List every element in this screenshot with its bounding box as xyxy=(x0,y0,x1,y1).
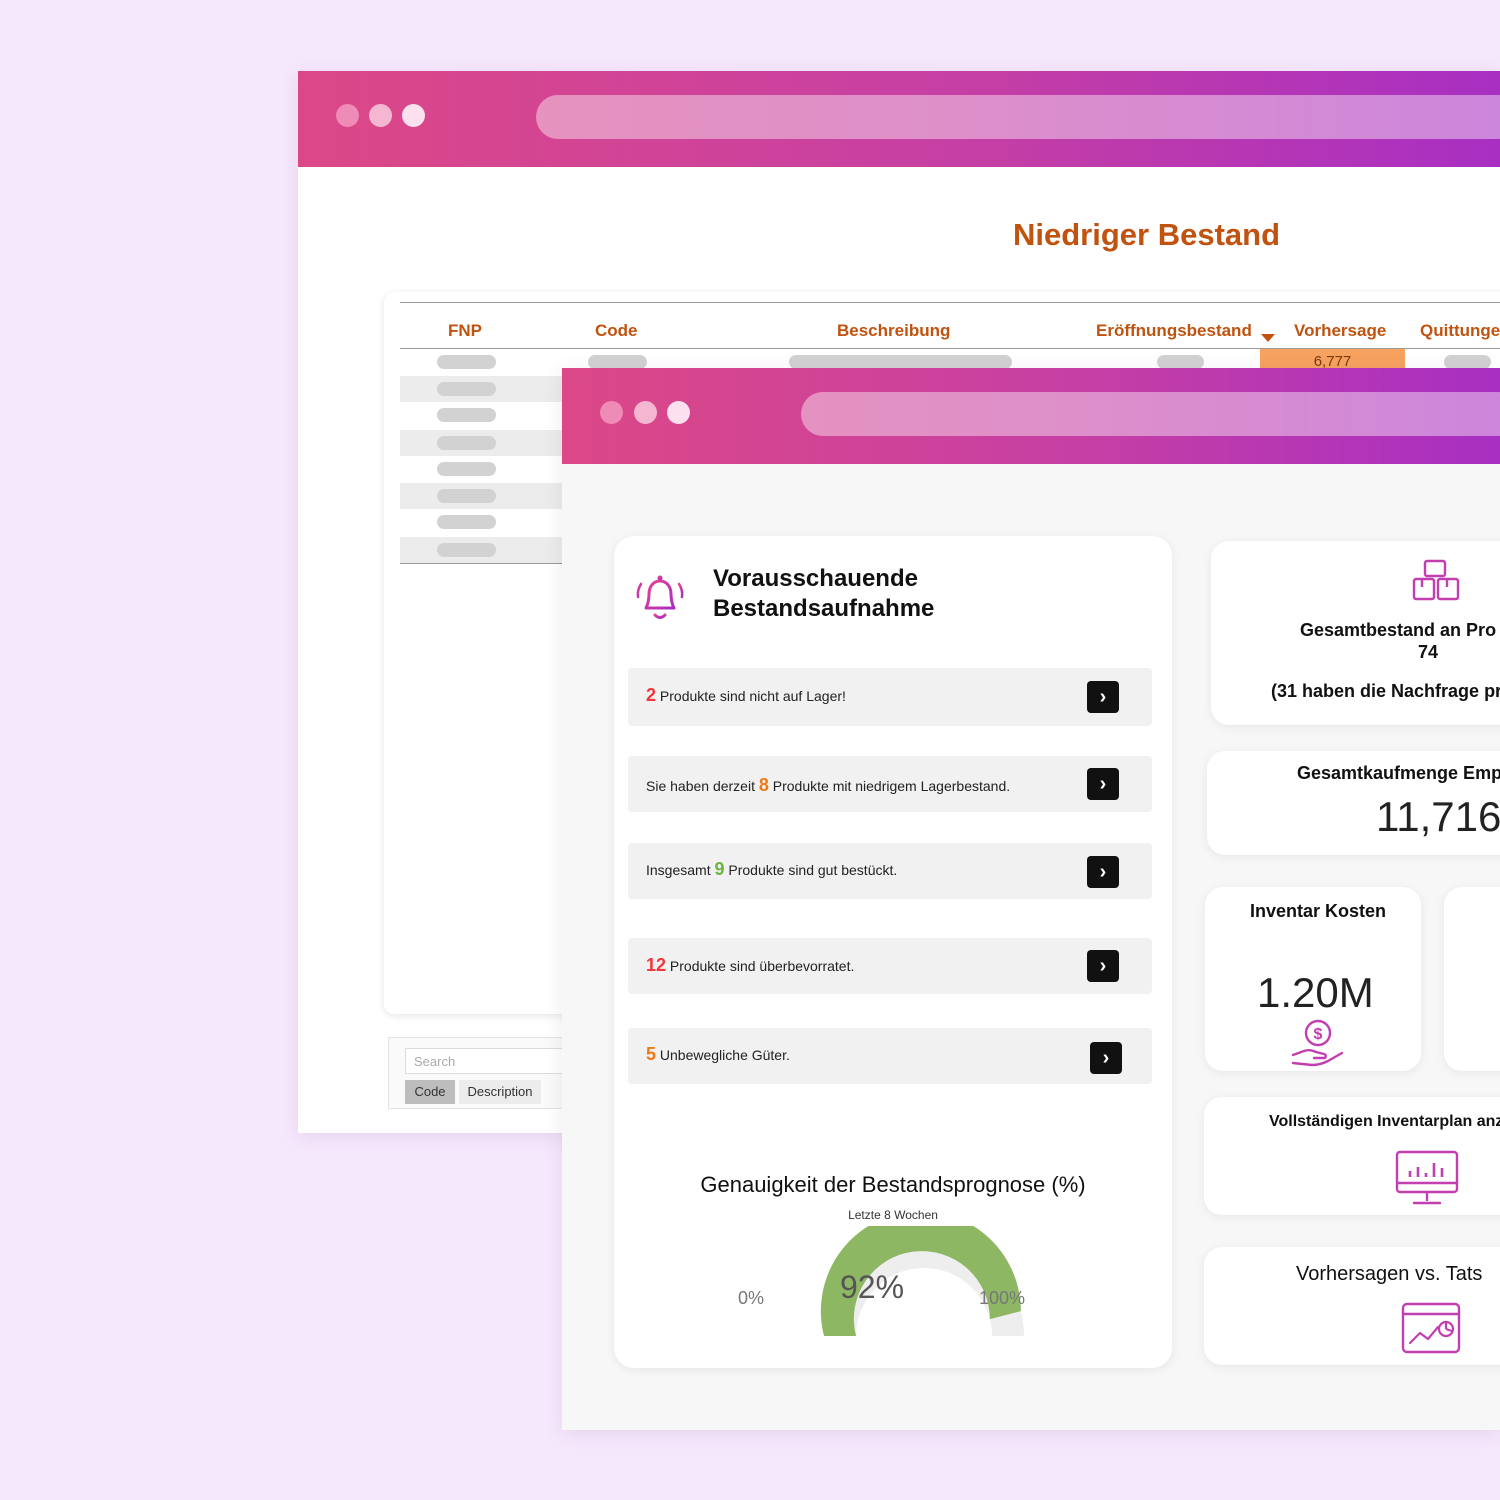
alert-count: 2 xyxy=(646,685,657,705)
alert-suffix: Produkte sind nicht auf Lager! xyxy=(656,688,846,704)
alert-count: 5 xyxy=(646,1044,657,1064)
table-top-border xyxy=(400,302,1500,303)
alert-prefix: Insgesamt xyxy=(646,862,715,878)
placeholder-cell xyxy=(437,408,496,422)
alert-count: 8 xyxy=(758,775,769,795)
alert-suffix: Unbewegliche Güter. xyxy=(656,1047,790,1063)
column-header-fnp[interactable]: FNP xyxy=(448,321,482,340)
total-stock-value: 74 xyxy=(1418,642,1439,662)
column-header-receipts[interactable]: Quittungen xyxy=(1420,321,1500,340)
title-line-2: Bestandsaufnahme xyxy=(713,595,935,622)
placeholder-cell xyxy=(437,543,496,557)
go-arrow-button[interactable]: › xyxy=(1087,856,1119,888)
forecast-vs-actual-card[interactable]: Vorhersagen vs. Tats xyxy=(1204,1247,1500,1365)
purchase-quantity-label: Gesamtkaufmenge Emp xyxy=(1297,763,1500,783)
placeholder-cell xyxy=(1157,355,1204,369)
alert-out-of-stock[interactable]: 2 Produkte sind nicht auf Lager! › xyxy=(628,668,1152,726)
placeholder-cell xyxy=(1444,355,1491,369)
column-header-description[interactable]: Beschreibung xyxy=(837,321,951,340)
window-dot-close[interactable] xyxy=(336,104,359,127)
bell-icon xyxy=(636,575,684,619)
go-arrow-button[interactable]: › xyxy=(1090,1042,1122,1074)
alert-text: 12 Produkte sind überbevorratet. xyxy=(646,955,854,976)
sort-desc-icon[interactable] xyxy=(1261,334,1275,342)
alert-well-stocked[interactable]: Insgesamt 9 Produkte sind gut bestückt. … xyxy=(628,843,1152,899)
money-hand-icon: $ xyxy=(1291,1019,1344,1067)
total-stock-note: (31 haben die Nachfrage pro xyxy=(1271,681,1500,701)
inventory-cost-value: 1.20M xyxy=(1257,969,1374,1016)
alert-text: Sie haben derzeit 8 Produkte mit niedrig… xyxy=(646,775,1010,796)
window-titlebar xyxy=(562,368,1500,464)
predictive-inventory-card: Vorausschauende Bestandsaufnahme 2 Produ… xyxy=(614,536,1172,1368)
alert-text: 5 Unbewegliche Güter. xyxy=(646,1044,790,1065)
table-header-border xyxy=(400,348,1500,349)
purchase-quantity-value: 11,716 xyxy=(1376,793,1500,840)
alert-overstocked[interactable]: 12 Produkte sind überbevorratet. › xyxy=(628,938,1152,994)
boxes-icon xyxy=(1412,559,1460,601)
placeholder-cell xyxy=(789,355,1012,369)
total-stock-card[interactable]: Gesamtbestand an Pro 74 (31 haben die Na… xyxy=(1211,541,1500,725)
inventory-cost-card[interactable]: Inventar Kosten 1.20M $ xyxy=(1205,887,1421,1071)
column-header-opening-stock[interactable]: Eröffnungsbestand xyxy=(1096,321,1252,340)
placeholder-cell xyxy=(437,489,496,503)
accuracy-gauge: 92% 0% 100% xyxy=(738,1226,1025,1336)
gauge-min-label: 0% xyxy=(738,1288,764,1308)
placeholder-cell xyxy=(437,462,496,476)
gauge-value-label: 92% xyxy=(840,1269,904,1305)
column-header-forecast[interactable]: Vorhersage xyxy=(1294,321,1387,340)
alert-low-stock[interactable]: Sie haben derzeit 8 Produkte mit niedrig… xyxy=(628,756,1152,812)
alert-prefix: Sie haben derzeit xyxy=(646,778,759,794)
alert-count: 12 xyxy=(646,955,667,975)
report-title: Niedriger Bestand xyxy=(1013,217,1281,252)
column-header-code[interactable]: Code xyxy=(595,321,638,340)
alert-text: 2 Produkte sind nicht auf Lager! xyxy=(646,685,846,706)
placeholder-cell xyxy=(437,515,496,529)
placeholder-cell xyxy=(588,355,647,369)
alert-suffix: Produkte mit niedrigem Lagerbestand. xyxy=(768,778,1011,794)
window-dot-close[interactable] xyxy=(600,401,623,424)
go-arrow-button[interactable]: › xyxy=(1087,950,1119,982)
address-bar[interactable] xyxy=(536,95,1500,139)
gauge-subtitle: Letzte 8 Wochen xyxy=(848,1208,938,1222)
filter-chip-description[interactable]: Description xyxy=(459,1080,541,1104)
window-dot-minimize[interactable] xyxy=(369,104,392,127)
window-dot-minimize[interactable] xyxy=(634,401,657,424)
svg-text:$: $ xyxy=(1314,1026,1323,1043)
placeholder-cell xyxy=(437,436,496,450)
alert-suffix: Produkte sind überbevorratet. xyxy=(666,958,855,974)
search-input[interactable]: Search xyxy=(405,1048,585,1074)
gauge-max-label: 100% xyxy=(979,1288,1025,1308)
go-arrow-button[interactable]: › xyxy=(1087,681,1119,713)
gauge-fill xyxy=(820,1226,1021,1336)
filter-chip-code[interactable]: Code xyxy=(405,1080,455,1104)
purchase-quantity-card[interactable]: Gesamtkaufmenge Emp 11,716 xyxy=(1207,751,1500,855)
placeholder-cell xyxy=(437,382,496,396)
alert-count: 9 xyxy=(714,859,725,879)
title-line-1: Vorausschauende xyxy=(713,565,918,592)
window-dot-maximize[interactable] xyxy=(667,401,690,424)
total-stock-label: Gesamtbestand an Pro xyxy=(1300,620,1497,640)
full-inventory-plan-card[interactable]: Vollständigen Inventarplan anz xyxy=(1204,1097,1500,1215)
full-inventory-plan-label: Vollständigen Inventarplan anz xyxy=(1269,1113,1500,1130)
placeholder-cell xyxy=(437,355,496,369)
kpi-card-partial[interactable] xyxy=(1444,887,1500,1071)
filter-panel: Search Code Description xyxy=(388,1037,585,1109)
window-titlebar xyxy=(298,71,1500,167)
alert-suffix: Produkte sind gut bestückt. xyxy=(724,862,898,878)
window-dot-maximize[interactable] xyxy=(402,104,425,127)
forecast-highlight-cell[interactable]: 6,777 xyxy=(1260,349,1405,371)
dashboard-window: Vorausschauende Bestandsaufnahme 2 Produ… xyxy=(562,368,1500,1430)
browser-chart-icon xyxy=(1401,1302,1461,1354)
monitor-chart-icon xyxy=(1395,1150,1459,1205)
alert-immovable-goods[interactable]: 5 Unbewegliche Güter. › xyxy=(628,1028,1152,1084)
inventory-cost-label: Inventar Kosten xyxy=(1250,901,1387,921)
gauge-title: Genauigkeit der Bestandsprognose (%) xyxy=(700,1172,1086,1197)
alert-text: Insgesamt 9 Produkte sind gut bestückt. xyxy=(646,859,897,880)
predictive-inventory-title: Vorausschauende Bestandsaufnahme xyxy=(713,564,934,624)
forecast-vs-actual-label: Vorhersagen vs. Tats xyxy=(1296,1263,1483,1285)
address-bar[interactable] xyxy=(801,392,1500,436)
go-arrow-button[interactable]: › xyxy=(1087,768,1119,800)
